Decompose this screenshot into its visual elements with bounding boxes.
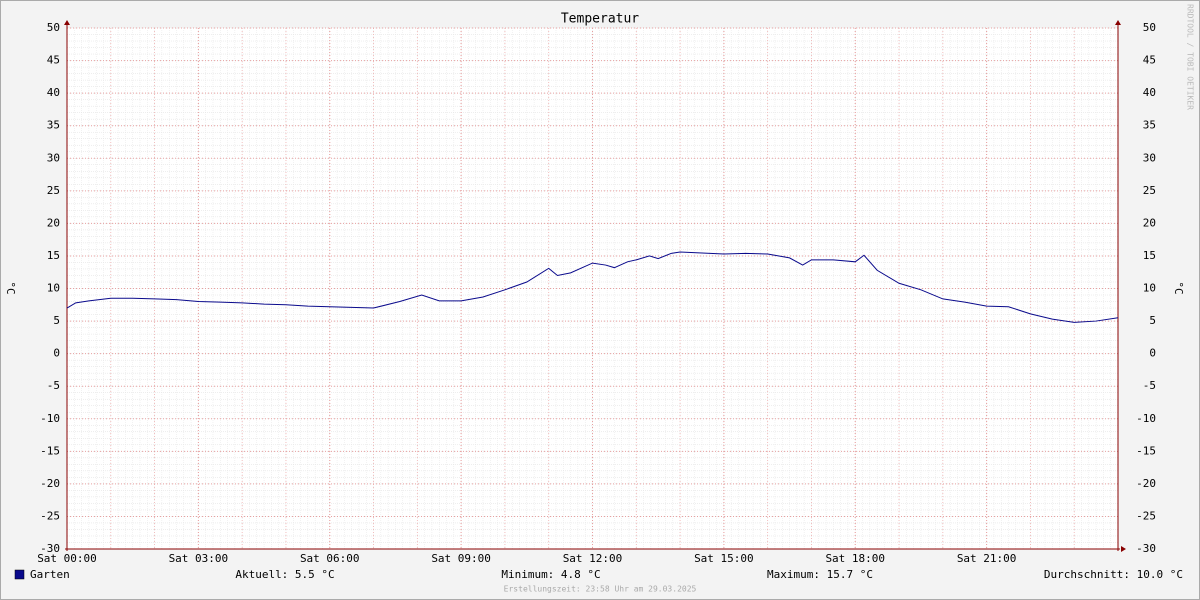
y-tick-label: -15 — [40, 444, 60, 457]
y2-tick-label: 35 — [1143, 119, 1156, 132]
y-tick-label: -20 — [40, 477, 60, 490]
y-tick-label: 20 — [47, 216, 60, 229]
footer: Erstellungszeit: 23:58 Uhr am 29.03.2025 — [504, 585, 697, 594]
y2-tick-label: -5 — [1143, 379, 1156, 392]
y2-tick-label: -30 — [1136, 542, 1156, 555]
x-tick-label: Sat 00:00 — [37, 552, 97, 565]
axis-arrow — [1121, 546, 1126, 552]
x-tick-label: Sat 21:00 — [957, 552, 1017, 565]
legend-swatch — [14, 569, 25, 580]
stat-current: Aktuell: 5.5 °C — [235, 568, 334, 581]
y-tick-label: 45 — [47, 54, 60, 67]
axis-arrow — [64, 20, 70, 25]
x-tick-label: Sat 12:00 — [563, 552, 623, 565]
y-tick-label: -10 — [40, 412, 60, 425]
y-tick-label: -5 — [47, 379, 60, 392]
stat-avg: Durchschnitt: 10.0 °C — [1044, 568, 1183, 581]
y2-tick-label: 20 — [1143, 216, 1156, 229]
data-line — [66, 251, 1119, 323]
y-tick-label: -25 — [40, 509, 60, 522]
y-tick-label: 0 — [53, 347, 60, 360]
y-tick-label: 50 — [47, 21, 60, 34]
x-tick-label: Sat 15:00 — [694, 552, 754, 565]
y2-tick-label: 0 — [1149, 347, 1156, 360]
x-tick-label: Sat 06:00 — [300, 552, 360, 565]
y-tick-label: 40 — [47, 86, 60, 99]
y-axis-label: °C — [4, 281, 17, 294]
y-tick-label: 30 — [47, 151, 60, 164]
y2-tick-label: 45 — [1143, 54, 1156, 67]
y2-tick-label: 5 — [1149, 314, 1156, 327]
y2-tick-label: 40 — [1143, 86, 1156, 99]
chart-title: Temperatur — [561, 12, 639, 27]
y2-tick-label: 10 — [1143, 282, 1156, 295]
y2-tick-label: -15 — [1136, 444, 1156, 457]
y2-tick-label: 15 — [1143, 249, 1156, 262]
y2-tick-label: 30 — [1143, 151, 1156, 164]
y2-tick-label: 50 — [1143, 21, 1156, 34]
y2-tick-label: 25 — [1143, 184, 1156, 197]
y-tick-label: 15 — [47, 249, 60, 262]
axis-arrow — [1115, 20, 1121, 25]
x-tick-label: Sat 18:00 — [825, 552, 885, 565]
y2-tick-label: -20 — [1136, 477, 1156, 490]
y2-axis-label: °C — [1172, 281, 1185, 294]
legend-label: Garten — [30, 568, 70, 581]
y2-tick-label: -25 — [1136, 509, 1156, 522]
x-tick-label: Sat 03:00 — [169, 552, 229, 565]
x-tick-label: Sat 09:00 — [431, 552, 491, 565]
y2-tick-label: -10 — [1136, 412, 1156, 425]
stat-min: Minimum: 4.8 °C — [501, 568, 600, 581]
y-tick-label: -30 — [40, 542, 60, 555]
y-tick-label: 35 — [47, 119, 60, 132]
y-tick-label: 5 — [53, 314, 60, 327]
stat-max: Maximum: 15.7 °C — [767, 568, 873, 581]
watermark: RRDTOOL / TOBI OETIKER — [1186, 4, 1195, 110]
y-tick-label: 25 — [47, 184, 60, 197]
y-tick-label: 10 — [47, 282, 60, 295]
